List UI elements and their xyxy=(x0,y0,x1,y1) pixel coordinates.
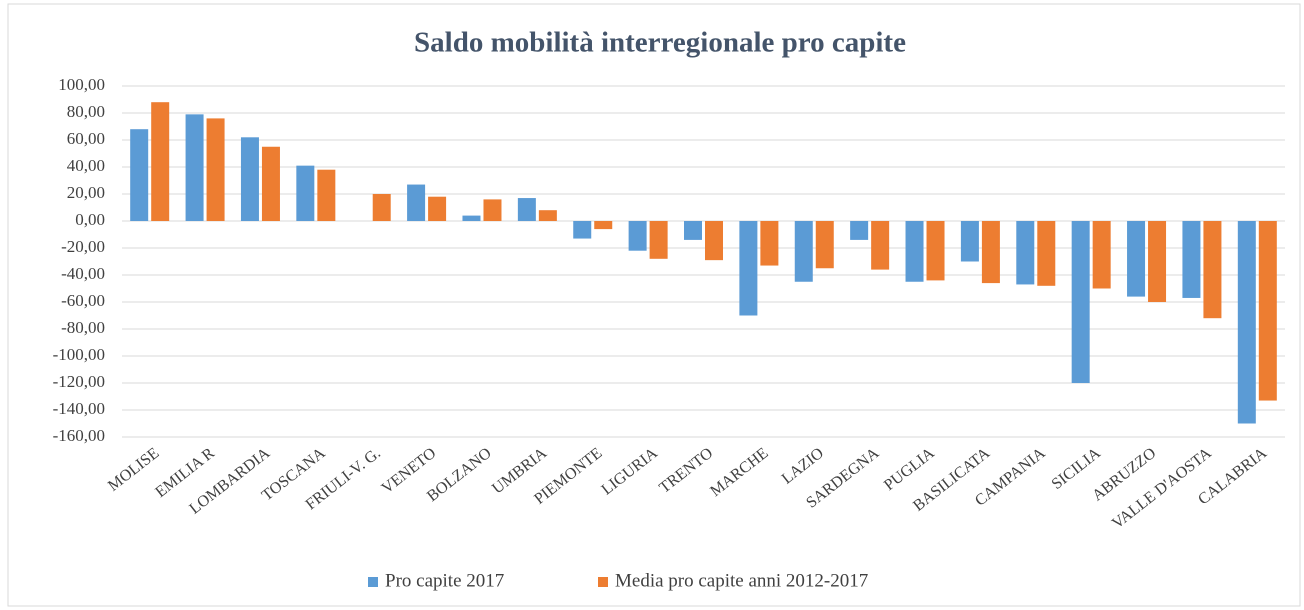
y-tick-label: -60,00 xyxy=(61,291,105,310)
bar xyxy=(739,221,758,316)
y-tick-label: -120,00 xyxy=(53,372,105,391)
bar xyxy=(1127,221,1146,297)
bar xyxy=(483,199,502,221)
bar xyxy=(926,221,945,281)
legend-swatch xyxy=(368,577,378,587)
bar xyxy=(760,221,779,266)
bar xyxy=(649,221,668,259)
bar xyxy=(815,221,834,269)
chart-frame xyxy=(7,3,1301,607)
y-tick-label: 0,00 xyxy=(75,210,105,229)
y-tick-label: 100,00 xyxy=(58,75,105,94)
bar xyxy=(1203,221,1222,319)
bar xyxy=(296,165,315,221)
bar xyxy=(573,221,592,239)
y-tick-label: -160,00 xyxy=(53,426,105,445)
bar xyxy=(517,198,536,221)
bar xyxy=(905,221,924,282)
y-tick-label: -140,00 xyxy=(53,399,105,418)
bar xyxy=(594,221,613,230)
bar xyxy=(1071,221,1090,383)
bar xyxy=(705,221,723,261)
bar xyxy=(407,184,426,221)
bar xyxy=(428,196,447,221)
legend-swatch xyxy=(598,577,608,587)
bar xyxy=(261,146,280,221)
bar xyxy=(240,137,259,221)
bar xyxy=(1037,221,1056,286)
y-tick-label: -20,00 xyxy=(61,237,105,256)
y-tick-label: -40,00 xyxy=(61,264,105,283)
bar xyxy=(628,221,647,251)
y-tick-label: 60,00 xyxy=(67,129,105,148)
legend-label: Media pro capite anni 2012-2017 xyxy=(615,570,868,591)
bar xyxy=(317,169,336,221)
bar xyxy=(1148,221,1167,302)
y-tick-label: -100,00 xyxy=(53,345,105,364)
bar xyxy=(538,210,557,221)
y-tick-label: 40,00 xyxy=(67,156,105,175)
bar xyxy=(871,221,890,270)
bar xyxy=(462,215,481,221)
bar xyxy=(151,102,170,221)
legend-label: Pro capite 2017 xyxy=(385,570,504,591)
y-tick-label: -80,00 xyxy=(61,318,105,337)
bar xyxy=(1182,221,1201,298)
bar xyxy=(1016,221,1035,285)
bar xyxy=(981,221,1000,284)
bar xyxy=(1258,221,1277,401)
bar xyxy=(960,221,979,262)
bar xyxy=(130,129,149,221)
bar xyxy=(850,221,869,240)
bar xyxy=(684,221,702,240)
y-tick-label: 80,00 xyxy=(67,102,105,121)
y-tick-label: 20,00 xyxy=(67,183,105,202)
bar xyxy=(1092,221,1111,289)
bar xyxy=(372,194,391,221)
bar xyxy=(1237,221,1256,424)
bar xyxy=(794,221,813,282)
bar xyxy=(206,118,225,221)
bar xyxy=(185,114,204,221)
chart-title: Saldo mobilità interregionale pro capite xyxy=(414,27,906,59)
